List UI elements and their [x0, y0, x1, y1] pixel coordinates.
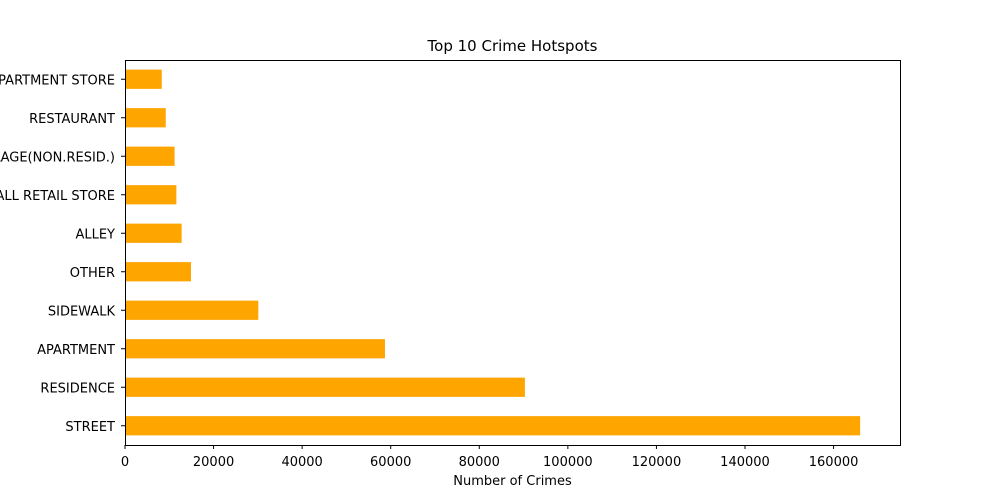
y-tick-label: SIDEWALK: [48, 304, 116, 319]
y-tick-label: SMALL RETAIL STORE: [0, 189, 115, 204]
bars-group: [125, 69, 861, 436]
y-axis-ticks: STREET RESIDENCE APARTMENT SIDEWALK OTHER ALL…: [0, 73, 125, 435]
bar: [125, 185, 177, 205]
bar: [125, 69, 162, 89]
y-tick-label: STREET: [65, 420, 115, 435]
y-tick-label: PARKING LOT/GARAGE(NON.RESID.): [0, 150, 115, 165]
x-axis-ticks: 0 20000 40000 60000 80000 100000 120000 140000 1…: [121, 445, 859, 470]
bar: [125, 377, 525, 397]
x-tick-label: 80000: [459, 455, 500, 470]
y-tick-label: OTHER: [70, 266, 115, 281]
bar: [125, 146, 175, 166]
bar: [125, 339, 385, 359]
chart-title: Top 10 Crime Hotspots: [427, 37, 598, 55]
bar: [125, 416, 861, 436]
bar: [125, 262, 191, 282]
bar: [125, 223, 182, 243]
x-tick-label: 120000: [632, 455, 682, 470]
y-tick-label: RESIDENCE: [40, 381, 115, 396]
y-tick-label: APARTMENT: [37, 343, 115, 358]
x-axis-label: Number of Crimes: [453, 474, 572, 489]
x-tick-label: 140000: [720, 455, 770, 470]
x-tick-label: 60000: [370, 455, 411, 470]
plot-area-frame: [125, 60, 901, 446]
y-tick-label: ALLEY: [75, 227, 115, 242]
x-tick-label: 160000: [809, 455, 859, 470]
x-tick-label: 100000: [543, 455, 593, 470]
bar: [125, 300, 259, 320]
x-tick-label: 0: [121, 455, 129, 470]
y-tick-label: DEPARTMENT STORE: [0, 73, 115, 88]
x-tick-label: 40000: [281, 455, 322, 470]
bar: [125, 108, 166, 128]
x-tick-label: 20000: [193, 455, 234, 470]
y-tick-label: RESTAURANT: [29, 112, 115, 127]
